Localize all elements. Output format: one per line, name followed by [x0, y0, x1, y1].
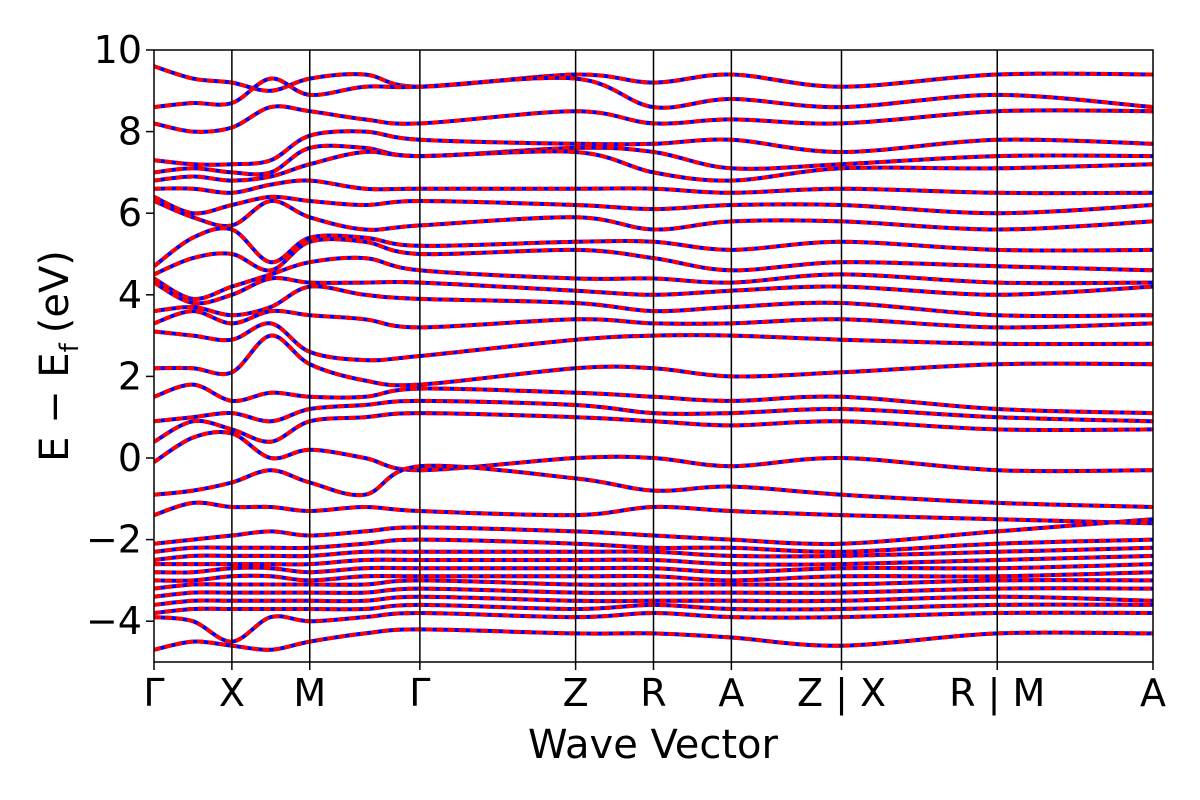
band-line-interp — [154, 610, 1153, 644]
band-line-interp — [154, 570, 1153, 583]
band-line-interp — [154, 333, 1153, 388]
x-axis: Γ X M Γ Z R A Z | X R | M A — [143, 662, 1166, 716]
band-line-interp — [154, 594, 1153, 607]
y-tick-label: 6 — [118, 191, 142, 235]
band-line-interp — [154, 178, 1153, 196]
x-tick-label: X — [219, 671, 245, 715]
band-line-interp — [154, 627, 1153, 652]
band-line-interp — [154, 586, 1153, 599]
band-line-interp — [154, 194, 1153, 216]
band-line-interp — [154, 308, 1153, 330]
band-line-interp — [154, 198, 1153, 232]
band-line-interp — [154, 430, 1153, 474]
band-line-interp — [154, 149, 1153, 183]
y-axis-label: E − Ef (eV) — [32, 250, 85, 462]
x-tick-label: Γ — [143, 671, 164, 715]
band-line-interp — [154, 537, 1153, 554]
band-line-interp — [154, 553, 1153, 567]
band-line-interp — [154, 411, 1153, 444]
band-line-interp — [154, 382, 1153, 416]
band-line-interp — [154, 75, 1153, 110]
band-line-interp — [154, 284, 1153, 319]
y-axis: −4 −2 0 2 4 6 8 10 — [86, 28, 154, 643]
bands-layer — [154, 64, 1153, 652]
x-tick-label: M — [293, 671, 326, 715]
band-line-interp — [154, 602, 1153, 615]
y-axis-label-main: E − E — [32, 352, 78, 462]
band-line-interp — [154, 562, 1153, 575]
y-tick-label: 8 — [118, 110, 142, 154]
x-tick-label: Z — [563, 671, 589, 715]
kpoint-lines — [231, 50, 998, 662]
y-tick-label: −4 — [86, 599, 142, 643]
x-tick-label: Z | X — [797, 671, 886, 716]
y-tick-label: −2 — [86, 518, 142, 562]
x-tick-label: R | M — [949, 671, 1045, 716]
y-tick-label: 10 — [94, 28, 142, 72]
y-tick-label: 2 — [118, 354, 142, 398]
y-tick-label: 0 — [118, 436, 142, 480]
band-line-interp — [154, 321, 1153, 363]
band-line-interp — [154, 129, 1153, 167]
band-line-interp — [154, 545, 1153, 562]
band-line-interp — [154, 226, 1153, 268]
y-axis-label-sub: f — [55, 342, 85, 352]
band-line-interp — [154, 500, 1153, 526]
band-line-interp — [154, 578, 1153, 591]
band-line-interp — [154, 398, 1153, 424]
x-tick-label: R — [640, 671, 666, 715]
band-line-interp — [154, 276, 1153, 306]
band-line-interp — [154, 463, 1153, 509]
svg-text:E − Ef(eV): E − Ef (eV) — [32, 250, 85, 462]
x-tick-label: Γ — [409, 671, 430, 715]
x-tick-label: A — [718, 671, 744, 715]
band-line-interp — [154, 237, 1153, 277]
band-line-interp — [154, 255, 1153, 301]
x-axis-label: Wave Vector — [528, 722, 779, 768]
band-line-interp — [154, 517, 1153, 546]
y-axis-label-unit: (eV) — [32, 250, 78, 333]
band-line-interp — [154, 104, 1153, 134]
x-tick-label: A — [1140, 671, 1166, 715]
y-tick-label: 4 — [118, 273, 142, 317]
